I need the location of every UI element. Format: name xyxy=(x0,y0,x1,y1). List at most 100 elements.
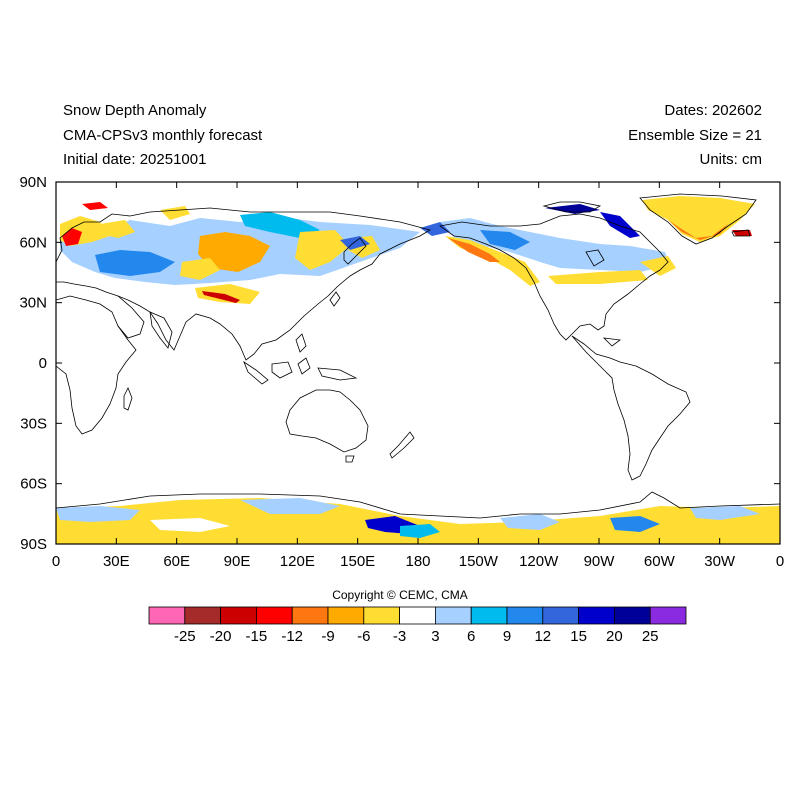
anomaly-patch xyxy=(400,524,440,538)
colorbar-swatch xyxy=(506,606,544,625)
initial-date: Initial date: 20251001 xyxy=(63,151,207,168)
colorbar-label: 12 xyxy=(534,628,551,645)
anomaly-patch xyxy=(95,250,175,276)
coastline xyxy=(56,491,780,519)
coastline xyxy=(438,213,669,341)
colorbar-swatch xyxy=(614,606,651,625)
colorbar-label: 25 xyxy=(642,628,659,645)
coastlines xyxy=(56,193,780,519)
map-subtitle: CMA-CPSv3 monthly forecast xyxy=(63,127,263,144)
coastline xyxy=(243,360,269,385)
axis-ticks: 0 30E 60E 90E 120E 150E 180 150W 120W 90W 60W 30W 09… xyxy=(19,174,784,570)
colorbar-label: -12 xyxy=(281,628,303,645)
coastline xyxy=(585,249,605,267)
colorbar-swatch xyxy=(327,606,365,625)
y-tick-label: 30N xyxy=(19,295,47,312)
colorbar-swatch xyxy=(291,606,329,625)
colorbar-swatch xyxy=(184,606,222,625)
coastline xyxy=(602,337,622,347)
coastline xyxy=(123,387,133,411)
x-tick-label: 60E xyxy=(163,553,190,570)
anomaly-patch xyxy=(548,270,648,284)
anomaly-patch xyxy=(500,514,560,530)
copyright-notice: Copyright © CEMC, CMA xyxy=(332,588,468,602)
colorbar-swatch xyxy=(148,606,186,625)
coastline xyxy=(295,333,307,353)
colorbar-label: -25 xyxy=(174,628,196,645)
x-tick-label: 120W xyxy=(519,553,559,570)
coastline xyxy=(731,229,751,237)
coastline xyxy=(285,389,369,453)
anomaly-patch xyxy=(642,196,755,242)
anomaly-patch xyxy=(160,206,190,220)
ensemble-size: Ensemble Size = 21 xyxy=(628,127,762,144)
y-tick-label: 60S xyxy=(20,476,47,493)
coastline xyxy=(56,207,432,361)
colorbar-swatch xyxy=(434,606,472,625)
anomaly-patch xyxy=(240,498,340,514)
coastline xyxy=(271,361,293,379)
x-tick-label: 90E xyxy=(224,553,251,570)
coastline xyxy=(389,431,415,459)
x-tick-label: 60W xyxy=(644,553,676,570)
colorbar-label: -9 xyxy=(321,628,334,645)
coastline xyxy=(639,193,757,245)
x-tick-label: 90W xyxy=(584,553,616,570)
x-tick-label: 180 xyxy=(405,553,430,570)
x-tick-label: 30E xyxy=(103,553,130,570)
y-tick-label: 30S xyxy=(20,415,47,432)
colorbar-label: -15 xyxy=(246,628,268,645)
coastline xyxy=(345,455,355,463)
colorbar-label: -3 xyxy=(393,628,406,645)
colorbar-swatch xyxy=(363,606,400,625)
colorbar-label: 15 xyxy=(570,628,587,645)
anomaly-patch xyxy=(295,230,350,270)
anomaly-patch xyxy=(180,258,220,280)
colorbar-label: -6 xyxy=(357,628,370,645)
colorbar-swatch xyxy=(578,606,615,625)
anomaly-patch xyxy=(150,518,230,532)
colorbar-swatch xyxy=(399,606,436,625)
colorbar-swatch xyxy=(220,606,257,625)
colorbar-label: 20 xyxy=(606,628,623,645)
colorbar-swatch xyxy=(542,606,579,625)
y-tick-label: 90N xyxy=(19,174,47,191)
y-tick-label: 0 xyxy=(39,355,47,372)
x-tick-label: 30W xyxy=(704,553,736,570)
map-title: Snow Depth Anomaly xyxy=(63,102,207,119)
x-tick-label: 150W xyxy=(459,553,499,570)
coastline xyxy=(297,357,311,375)
anomaly-field xyxy=(56,196,780,544)
anomaly-patch xyxy=(600,212,640,238)
colorbar-label: 9 xyxy=(503,628,511,645)
y-tick-label: 60N xyxy=(19,234,47,251)
coastline xyxy=(571,335,691,481)
x-tick-label: 150E xyxy=(340,553,375,570)
x-tick-label: 0 xyxy=(52,553,60,570)
colorbar-label: -20 xyxy=(210,628,232,645)
colorbar-swatch xyxy=(255,606,293,625)
anomaly-patch xyxy=(240,212,320,238)
coastline xyxy=(329,291,341,307)
units-label: Units: cm xyxy=(699,151,762,168)
y-tick-label: 90S xyxy=(20,536,47,553)
anomaly-patch xyxy=(100,220,135,238)
anomaly-patch xyxy=(610,516,660,532)
coastline xyxy=(117,295,145,339)
anomaly-patch xyxy=(195,284,260,304)
anomaly-patch xyxy=(340,236,370,250)
anomaly-patch xyxy=(198,232,270,272)
colorbar: -25 -20 -15 -12 -9 -6 -3 3 6 9 12 15 20 25 xyxy=(148,606,687,645)
anomaly-patch xyxy=(448,238,500,262)
colorbar-label: 3 xyxy=(431,628,439,645)
x-tick-label: 120E xyxy=(280,553,315,570)
anomaly-patch xyxy=(545,204,600,214)
forecast-dates: Dates: 202602 xyxy=(664,102,762,119)
coastline xyxy=(542,201,602,213)
anomaly-patch xyxy=(56,498,780,544)
x-tick-label: 0 xyxy=(776,553,784,570)
anomaly-patch xyxy=(202,291,240,303)
anomaly-patch xyxy=(480,230,530,250)
anomaly-patch xyxy=(668,220,728,240)
